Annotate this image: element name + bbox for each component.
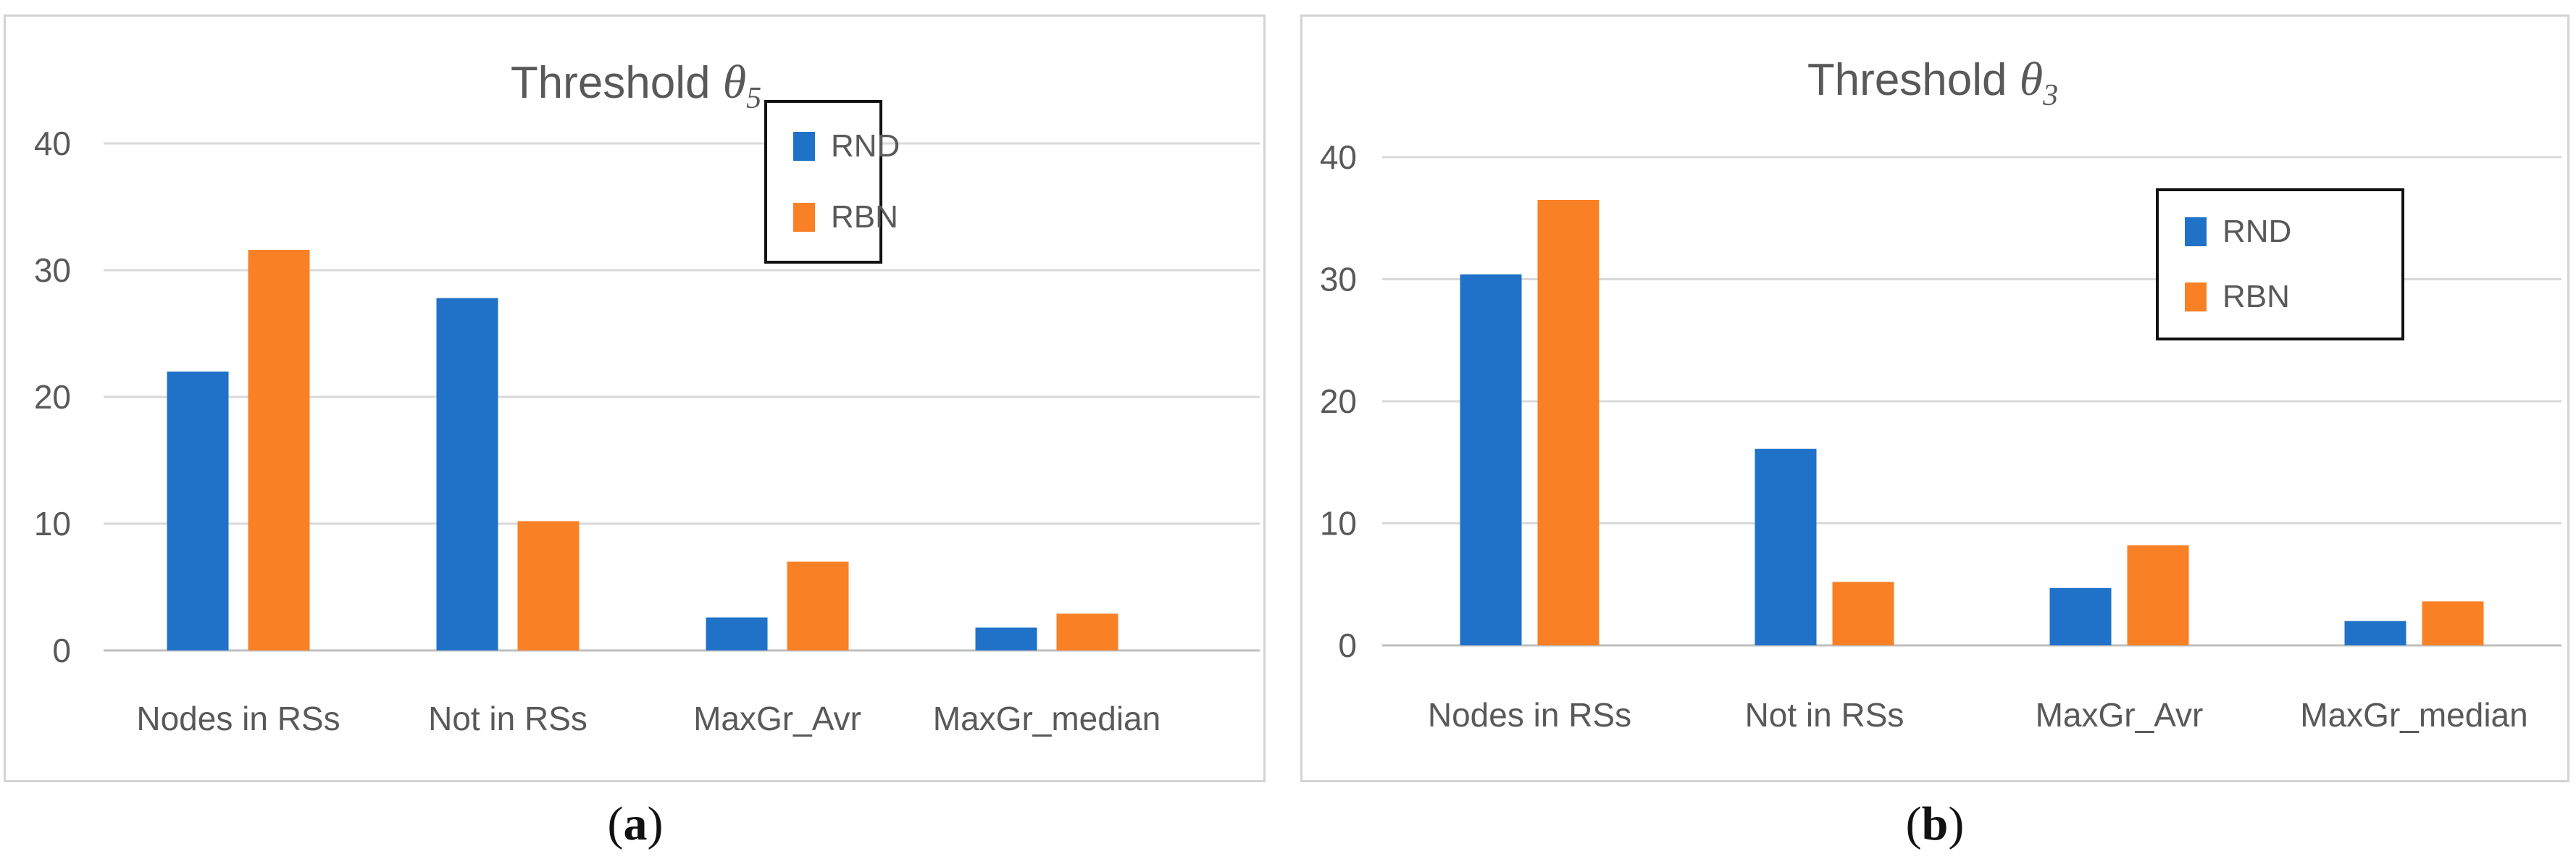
caption-b-close: ) [1948,797,1965,850]
chart-b-title: Threshold θ3 [1807,53,2058,112]
chart-a-title-text: Threshold [511,58,723,108]
legend-b-rbn: RBN [2185,275,2290,319]
chart-b-title-text: Threshold [1807,55,2020,105]
y-tick-label: 40 [34,125,71,162]
x-tick-label: MaxGr_median [2300,696,2527,734]
legend-b-rnd: RND [2185,210,2291,254]
bar-rnd [706,617,768,650]
x-tick-label: Nodes in RSs [1428,696,1631,734]
y-tick-label: 20 [34,378,71,416]
bar-rnd [975,627,1037,650]
legend-a-rnd-swatch [793,132,815,161]
chart-a-svg: Threshold θ5 0 10 20 30 40 Nodes in RSs Not in … [34,56,1260,737]
legend-b: RND RBN [2156,188,2404,340]
bar-rbn [787,561,849,650]
bar-rbn [517,521,580,650]
chart-a-title: Threshold θ5 [511,56,761,115]
bar-rnd [1460,274,1522,645]
legend-a-rnd-label: RND [831,128,900,164]
x-tick-label: Not in RSs [1745,696,1904,734]
chart-b-title-symbol: θ [2020,53,2043,106]
bar-rnd [2344,621,2406,645]
legend-a-rbn-label: RBN [831,199,898,235]
chart-panel-b: Threshold θ3 0 10 20 30 40 Nodes in RSs Not in … [1300,14,2569,782]
bar-rbn [248,250,310,650]
bar-rbn [2422,601,2484,645]
x-tick-label: MaxGr_Avr [693,700,861,737]
legend-a-rnd: RND [793,125,900,168]
legend-b-rnd-label: RND [2222,214,2292,249]
x-tick-label: Nodes in RSs [136,700,340,737]
chart-panel-a: Threshold θ5 0 10 20 30 40 Nodes in RSs Not in … [4,14,1266,782]
y-tick-label: 10 [34,505,71,543]
y-tick-label: 0 [52,632,71,669]
bar-rbn [1537,199,1599,646]
caption-a-letter: a [623,797,648,850]
bar-rnd [1755,448,1817,645]
bar-rnd [167,372,229,650]
legend-a: RND RBN [764,100,900,264]
chart-a-title-symbol: θ [723,56,746,109]
bar-rbn [1832,582,1894,645]
caption-a-open: ( [607,797,624,850]
x-tick-label: MaxGr_Avr [2036,696,2204,734]
caption-b: (b) [1862,797,2007,852]
y-tick-label: 20 [1320,382,1357,420]
caption-b-open: ( [1905,797,1922,850]
caption-b-letter: b [1921,797,1949,850]
y-tick-label: 40 [1320,138,1357,176]
legend-b-rbn-label: RBN [2222,279,2290,314]
caption-a-close: ) [647,797,664,850]
bar-rbn [2127,545,2189,645]
legend-a-rbn-swatch [793,203,815,232]
x-tick-label: Not in RSs [428,700,587,737]
bar-rnd [436,298,498,650]
caption-a: (a) [563,797,708,852]
x-tick-label: MaxGr_median [933,700,1161,737]
legend-b-rbn-swatch [2185,282,2207,311]
y-tick-label: 30 [34,251,71,289]
y-tick-label: 10 [1320,505,1357,543]
chart-b-title-subscript: 3 [2042,79,2058,112]
chart-a-title-subscript: 5 [746,82,761,115]
legend-a-rbn: RBN [793,196,898,239]
bar-rnd [2049,587,2112,645]
bar-rbn [1056,613,1118,650]
y-tick-label: 30 [1320,261,1357,298]
legend-b-rnd-swatch [2185,217,2207,246]
y-tick-label: 0 [1338,627,1357,664]
